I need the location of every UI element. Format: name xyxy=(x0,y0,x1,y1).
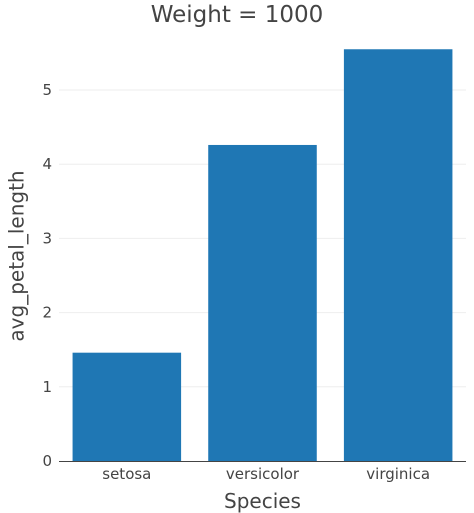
y-tick-label: 1 xyxy=(42,378,52,396)
bars xyxy=(72,49,453,461)
chart-title: Weight = 1000 xyxy=(151,2,324,28)
bar-setosa[interactable] xyxy=(72,352,182,461)
y-tick-label: 2 xyxy=(42,304,52,322)
bar-versicolor[interactable] xyxy=(208,144,317,461)
y-tick-label: 5 xyxy=(42,81,52,99)
y-tick-label: 3 xyxy=(42,229,52,247)
y-tick-label: 0 xyxy=(42,452,52,470)
x-tick-label: versicolor xyxy=(226,465,300,483)
x-tick-label: setosa xyxy=(102,465,151,483)
bar-virginica[interactable] xyxy=(343,49,453,461)
x-tick-labels: setosa versicolor virginica xyxy=(102,465,430,483)
y-tick-label: 4 xyxy=(42,155,52,173)
x-axis-title: Species xyxy=(224,489,301,513)
y-axis-title: avg_petal_length xyxy=(5,170,29,341)
y-tick-labels: 0 1 2 3 4 5 xyxy=(42,81,52,470)
x-tick-label: virginica xyxy=(366,465,430,483)
